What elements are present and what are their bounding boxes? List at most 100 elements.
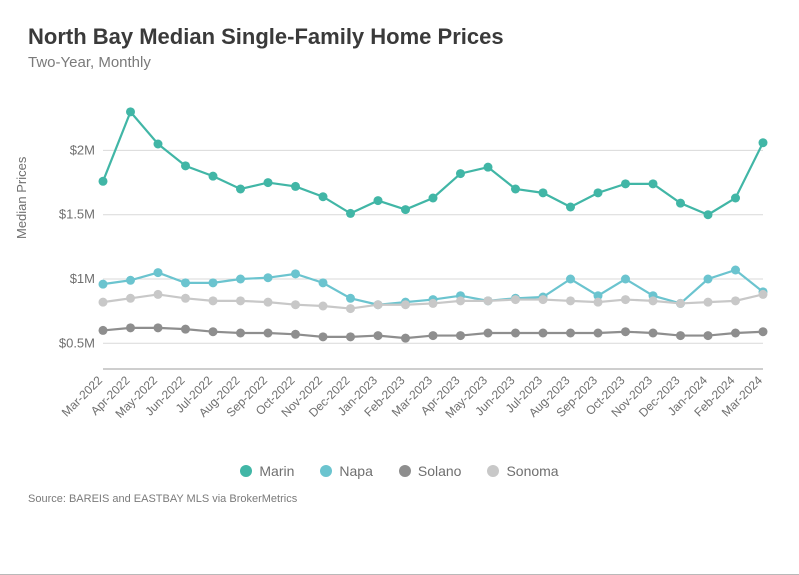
series-dot-napa	[181, 278, 190, 287]
y-axis-label: Median Prices	[14, 157, 29, 239]
series-dot-sonoma	[319, 302, 328, 311]
series-dot-marin	[374, 196, 383, 205]
series-dot-solano	[566, 329, 575, 338]
series-dot-sonoma	[649, 296, 658, 305]
series-dot-marin	[704, 210, 713, 219]
series-dot-solano	[429, 331, 438, 340]
series-dot-solano	[374, 331, 383, 340]
series-dot-solano	[759, 327, 768, 336]
y-tick-label: $0.5M	[59, 335, 95, 350]
series-dot-marin	[126, 107, 135, 116]
legend: Marin Napa Solano Sonoma	[28, 463, 771, 479]
series-dot-sonoma	[126, 294, 135, 303]
series-dot-sonoma	[511, 295, 520, 304]
series-dot-napa	[731, 266, 740, 275]
series-dot-solano	[209, 327, 218, 336]
series-dot-solano	[319, 332, 328, 341]
legend-label: Sonoma	[506, 463, 558, 479]
series-dot-sonoma	[264, 298, 273, 307]
series-dot-marin	[181, 161, 190, 170]
legend-dot-icon	[240, 465, 252, 477]
series-dot-marin	[676, 199, 685, 208]
series-dot-marin	[319, 192, 328, 201]
series-dot-marin	[594, 188, 603, 197]
series-dot-sonoma	[539, 295, 548, 304]
chart-title: North Bay Median Single-Family Home Pric…	[28, 24, 771, 50]
legend-dot-icon	[399, 465, 411, 477]
series-dot-napa	[126, 276, 135, 285]
series-dot-marin	[291, 182, 300, 191]
series-dot-sonoma	[374, 300, 383, 309]
series-dot-marin	[539, 188, 548, 197]
series-dot-napa	[346, 294, 355, 303]
series-dot-marin	[731, 194, 740, 203]
series-dot-solano	[346, 332, 355, 341]
series-dot-sonoma	[429, 299, 438, 308]
series-dot-solano	[539, 329, 548, 338]
series-dot-napa	[154, 268, 163, 277]
series-dot-solano	[401, 334, 410, 343]
series-dot-solano	[126, 323, 135, 332]
series-dot-sonoma	[401, 300, 410, 309]
series-dot-sonoma	[456, 296, 465, 305]
series-dot-sonoma	[759, 290, 768, 299]
series-dot-marin	[621, 179, 630, 188]
series-dot-sonoma	[236, 296, 245, 305]
legend-item-sonoma: Sonoma	[487, 463, 558, 479]
legend-item-napa: Napa	[320, 463, 372, 479]
series-dot-solano	[456, 331, 465, 340]
series-dot-sonoma	[346, 304, 355, 313]
series-dot-marin	[511, 185, 520, 194]
series-dot-marin	[236, 185, 245, 194]
legend-item-solano: Solano	[399, 463, 462, 479]
series-dot-sonoma	[594, 298, 603, 307]
series-dot-solano	[291, 330, 300, 339]
series-dot-solano	[649, 329, 658, 338]
series-dot-napa	[291, 269, 300, 278]
line-chart: $0.5M$1M$1.5M$2MMar-2022Apr-2022May-2022…	[28, 79, 771, 459]
series-dot-marin	[154, 140, 163, 149]
legend-label: Solano	[418, 463, 462, 479]
series-dot-napa	[319, 278, 328, 287]
series-dot-solano	[704, 331, 713, 340]
source-text: Source: BAREIS and EASTBAY MLS via Broke…	[28, 493, 771, 505]
series-dot-marin	[264, 178, 273, 187]
series-dot-marin	[649, 179, 658, 188]
chart-area: Median Prices $0.5M$1M$1.5M$2MMar-2022Ap…	[28, 79, 771, 459]
legend-label: Napa	[339, 463, 372, 479]
series-dot-solano	[676, 331, 685, 340]
chart-subtitle: Two-Year, Monthly	[28, 54, 771, 71]
series-dot-napa	[566, 275, 575, 284]
series-dot-solano	[264, 329, 273, 338]
series-dot-marin	[759, 138, 768, 147]
legend-item-marin: Marin	[240, 463, 294, 479]
y-tick-label: $1M	[70, 271, 95, 286]
y-tick-label: $1.5M	[59, 207, 95, 222]
series-dot-sonoma	[704, 298, 713, 307]
series-dot-napa	[264, 273, 273, 282]
legend-dot-icon	[320, 465, 332, 477]
series-dot-marin	[346, 209, 355, 218]
legend-label: Marin	[259, 463, 294, 479]
series-dot-solano	[99, 326, 108, 335]
series-dot-sonoma	[676, 299, 685, 308]
series-dot-napa	[209, 278, 218, 287]
series-dot-sonoma	[291, 300, 300, 309]
y-tick-label: $2M	[70, 142, 95, 157]
series-dot-sonoma	[209, 296, 218, 305]
series-dot-napa	[621, 275, 630, 284]
series-dot-sonoma	[621, 295, 630, 304]
series-dot-sonoma	[731, 296, 740, 305]
series-dot-solano	[511, 329, 520, 338]
series-dot-napa	[236, 275, 245, 284]
series-dot-solano	[484, 329, 493, 338]
series-dot-solano	[181, 325, 190, 334]
series-dot-marin	[209, 172, 218, 181]
chart-container: North Bay Median Single-Family Home Pric…	[0, 0, 799, 575]
series-dot-solano	[154, 323, 163, 332]
series-dot-marin	[456, 169, 465, 178]
series-dot-marin	[401, 205, 410, 214]
series-dot-sonoma	[154, 290, 163, 299]
series-dot-marin	[99, 177, 108, 186]
series-dot-sonoma	[181, 294, 190, 303]
